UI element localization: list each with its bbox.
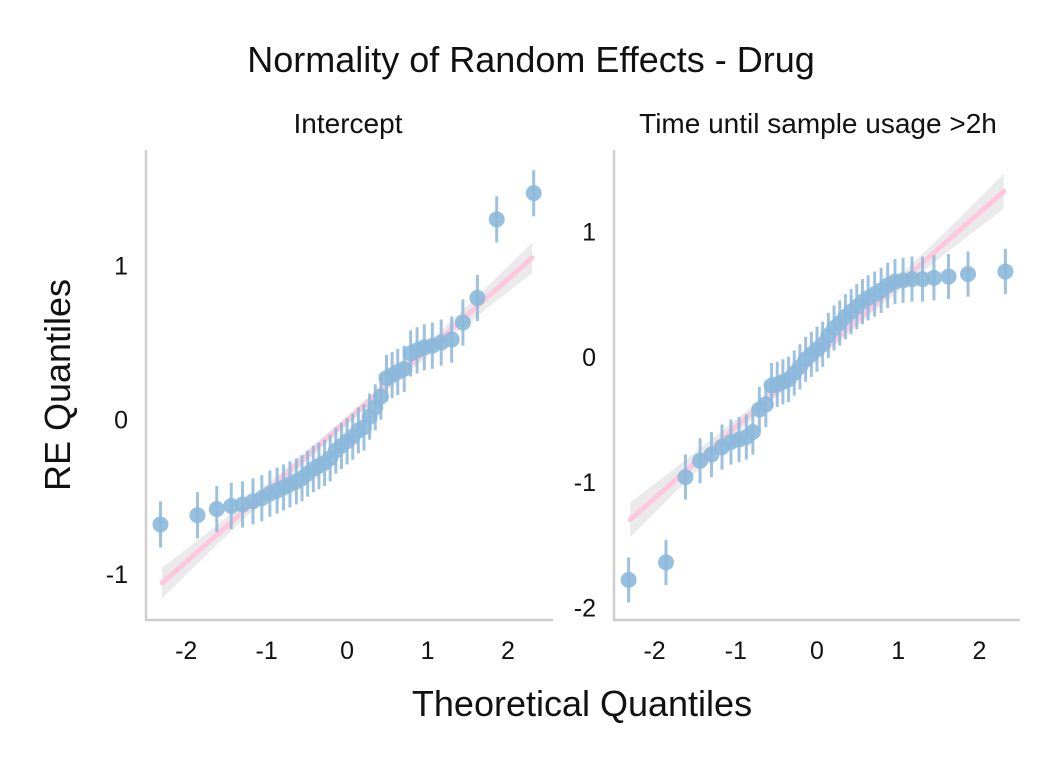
y-tick-label: -2 xyxy=(574,594,596,622)
x-tick-label: 2 xyxy=(501,637,515,665)
panel-title-time: Time until sample usage >2h xyxy=(639,108,997,139)
y-tick-label: -1 xyxy=(106,561,128,589)
x-tick-label: -1 xyxy=(256,637,278,665)
data-point xyxy=(757,396,774,413)
data-point xyxy=(208,501,225,518)
x-tick-label: 0 xyxy=(340,637,354,665)
data-point xyxy=(189,507,206,524)
data-point xyxy=(620,571,637,588)
data-point xyxy=(396,360,413,377)
x-axis-title: Theoretical Quantiles xyxy=(412,683,752,724)
data-point xyxy=(677,469,694,486)
y-tick-label: 0 xyxy=(114,407,128,435)
x-tick-label: 1 xyxy=(421,637,435,665)
x-tick-label: -1 xyxy=(725,637,747,665)
data-point xyxy=(372,388,389,405)
data-point xyxy=(657,554,674,571)
y-tick-label: 1 xyxy=(582,218,596,246)
x-tick-label: -2 xyxy=(175,637,197,665)
x-tick-label: 1 xyxy=(891,637,905,665)
data-points xyxy=(152,170,542,548)
data-point xyxy=(960,266,977,283)
figure-title: Normality of Random Effects - Drug xyxy=(247,39,815,80)
data-point xyxy=(940,268,957,285)
panel-time-until-sample-usage: -2 -1 0 1 2 -2 -1 0 1 xyxy=(574,150,1020,665)
data-point xyxy=(925,269,942,286)
y-tick-label: -1 xyxy=(574,469,596,497)
data-point xyxy=(525,185,542,202)
x-tick-label: 0 xyxy=(810,637,824,665)
data-points xyxy=(620,249,1014,603)
panel-intercept: -2 -1 0 1 2 -1 0 1 xyxy=(106,150,553,665)
panel-title-intercept: Intercept xyxy=(294,108,403,139)
y-axis-title: RE Quantiles xyxy=(37,279,78,491)
y-tick-label: 1 xyxy=(114,253,128,281)
data-point xyxy=(997,263,1014,280)
data-point xyxy=(152,516,169,533)
data-point xyxy=(469,289,486,306)
data-point xyxy=(488,211,505,228)
data-point xyxy=(744,424,761,440)
y-tick-label: 0 xyxy=(582,344,596,372)
data-point xyxy=(454,314,471,331)
x-tick-label: -2 xyxy=(643,637,665,665)
data-point xyxy=(443,331,460,348)
x-tick-label: 2 xyxy=(972,637,986,665)
